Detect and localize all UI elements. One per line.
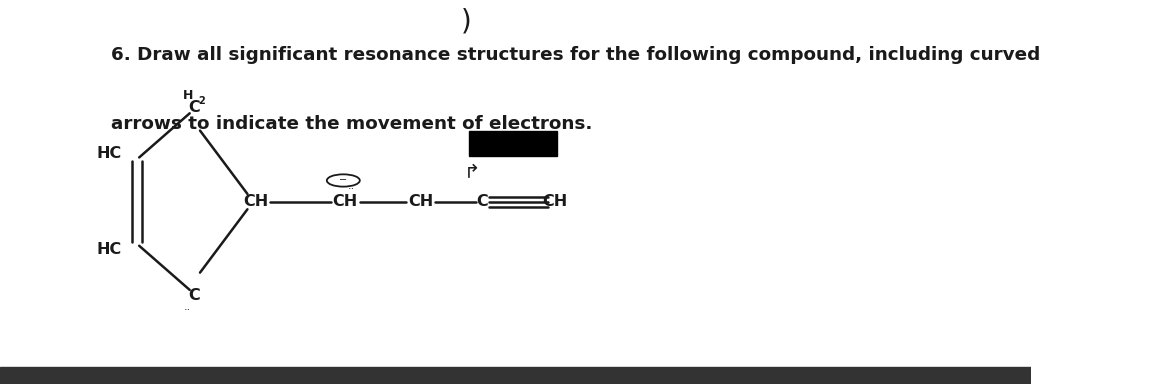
- Text: CH: CH: [542, 194, 567, 209]
- Text: CH: CH: [243, 194, 268, 209]
- Text: −: −: [340, 175, 348, 185]
- Text: C: C: [188, 288, 199, 303]
- Text: arrows to indicate the movement of electrons.: arrows to indicate the movement of elect…: [111, 115, 592, 133]
- Text: ): ): [461, 8, 472, 36]
- Text: ··: ··: [348, 184, 355, 194]
- Text: 2: 2: [198, 96, 205, 106]
- FancyBboxPatch shape: [0, 367, 1032, 384]
- Text: C: C: [476, 194, 488, 209]
- Text: HC: HC: [96, 146, 122, 161]
- FancyBboxPatch shape: [469, 131, 556, 156]
- Text: C: C: [188, 100, 199, 115]
- Text: 6. Draw all significant resonance structures for the following compound, includi: 6. Draw all significant resonance struct…: [111, 46, 1041, 64]
- Text: CH: CH: [408, 194, 433, 209]
- Text: HC: HC: [96, 242, 122, 257]
- Text: ··: ··: [184, 305, 191, 315]
- Text: ↱: ↱: [464, 163, 480, 182]
- Text: H: H: [182, 89, 192, 102]
- Text: CH: CH: [333, 194, 358, 209]
